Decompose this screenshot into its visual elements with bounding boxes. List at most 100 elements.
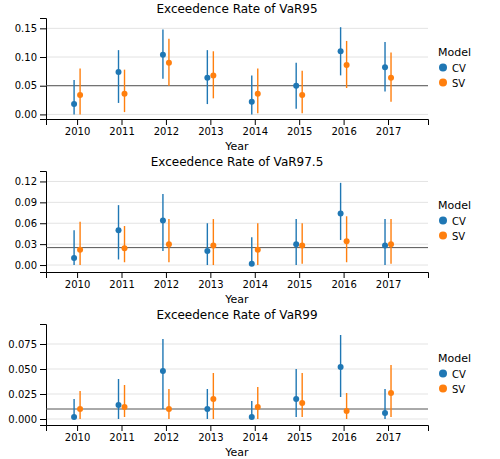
point — [388, 75, 394, 81]
point — [122, 91, 128, 97]
x-tick-label: 2012 — [154, 432, 179, 443]
error-bar — [346, 393, 347, 419]
legend-item: SV — [439, 78, 465, 89]
y-tick: 0.10 — [15, 52, 46, 63]
grid-line — [46, 85, 428, 86]
legend-item: SV — [439, 231, 465, 242]
y-tick-label: 0.025 — [8, 389, 37, 400]
x-tick-mark — [166, 425, 167, 431]
panel: Exceedence Rate of VaR97.5 0.00 0.03 0.06 0.… — [15, 155, 471, 306]
y-tick-label: 0.00 — [15, 109, 37, 120]
x-tick-mark — [210, 425, 211, 431]
point — [344, 408, 350, 414]
y-tick: 0.03 — [15, 239, 46, 250]
point — [77, 247, 83, 253]
x-tick-label: 2013 — [198, 432, 223, 443]
legend: ModelCVSV — [438, 199, 471, 242]
grid-line — [46, 369, 428, 370]
x-tick: 2015 — [287, 272, 312, 290]
x-tick-mark — [388, 119, 389, 125]
series — [77, 216, 394, 265]
plot-area — [46, 183, 428, 267]
panel: Exceedence Rate of VaR990.0000.0250.0500… — [8, 308, 471, 459]
x-tick: 2014 — [243, 425, 268, 443]
x-tick-label: 2012 — [154, 126, 179, 137]
point — [255, 91, 261, 97]
grid-line — [46, 202, 428, 203]
point — [293, 396, 299, 402]
point — [249, 261, 255, 267]
x-tick-label: 2017 — [376, 279, 401, 290]
error-bar — [251, 75, 252, 114]
x-tick-label: 2017 — [376, 126, 401, 137]
title: Exceedence Rate of VaR95 — [156, 2, 317, 16]
y-tick-label: 0.00 — [15, 260, 37, 271]
point — [122, 404, 128, 410]
point — [160, 217, 166, 223]
point — [204, 75, 210, 81]
point — [249, 99, 255, 105]
point — [210, 243, 216, 249]
error-bar — [124, 385, 125, 417]
x-axis-line — [47, 120, 429, 126]
x-tick-mark — [299, 272, 300, 278]
point — [160, 368, 166, 374]
x-tick: 2013 — [198, 425, 223, 443]
error-bar — [168, 219, 169, 262]
point — [249, 414, 255, 420]
grid-line — [46, 344, 428, 345]
y-tick-mark — [40, 344, 46, 345]
x-axis-title: Year — [224, 140, 249, 153]
y-tick-label: 0.12 — [15, 176, 37, 187]
y-tick: 0.050 — [8, 364, 46, 375]
x-tick-mark — [210, 272, 211, 278]
y-tick: 0.06 — [15, 218, 46, 229]
x-axis-title: Year — [224, 293, 249, 306]
error-bar — [207, 223, 208, 265]
error-bar — [213, 219, 214, 265]
error-bar — [79, 69, 80, 115]
grid-line — [46, 28, 428, 29]
point — [293, 241, 299, 247]
x-tick: 2016 — [331, 119, 356, 137]
point — [166, 406, 172, 412]
title: Exceedence Rate of VaR99 — [156, 308, 317, 322]
error-bar — [257, 387, 258, 419]
x-tick-mark — [255, 425, 256, 431]
y-tick: 0.09 — [15, 197, 46, 208]
point — [71, 101, 77, 107]
y-tick-mark — [40, 202, 46, 203]
title: Exceedence Rate of VaR97.5 — [151, 155, 324, 169]
x-tick-mark — [122, 272, 123, 278]
point — [382, 64, 388, 70]
x-tick-mark — [77, 425, 78, 431]
point — [204, 248, 210, 254]
grid-line — [46, 394, 428, 395]
panel: Exceedence Rate of VaR950.000.050.100.15… — [15, 2, 471, 153]
grid-line — [46, 265, 428, 266]
grid-line — [46, 244, 428, 245]
point — [255, 247, 261, 253]
point — [382, 243, 388, 249]
legend-marker — [439, 79, 447, 87]
x-tick: 2012 — [154, 425, 179, 443]
x-tick-label: 2015 — [287, 432, 312, 443]
grid-line — [46, 223, 428, 224]
y-tick-mark — [40, 28, 46, 29]
legend-label: SV — [452, 78, 465, 89]
y-tick-mark — [40, 394, 46, 395]
x-tick: 2017 — [376, 425, 401, 443]
error-bar — [118, 379, 119, 419]
point — [293, 83, 299, 89]
x-tick-label: 2011 — [109, 126, 134, 137]
x-tick: 2017 — [376, 119, 401, 137]
error-bar — [168, 389, 169, 419]
x-tick-mark — [77, 272, 78, 278]
point — [71, 255, 77, 261]
x-tick-label: 2011 — [109, 279, 134, 290]
x-tick: 2012 — [154, 272, 179, 290]
legend-title: Model — [438, 352, 471, 365]
x-tick-mark — [77, 119, 78, 125]
y-tick-label: 0.03 — [15, 239, 37, 250]
x-tick-label: 2015 — [287, 279, 312, 290]
